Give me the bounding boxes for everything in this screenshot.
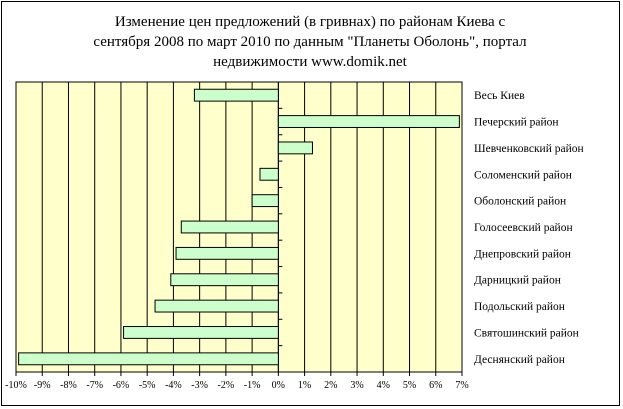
chart-title-line: недвижимости www.domik.net	[213, 54, 407, 70]
category-label: Печерский район	[474, 117, 559, 129]
bar	[170, 273, 279, 287]
x-tick-label: -2%	[218, 380, 235, 391]
x-tick-label: 3%	[350, 380, 363, 391]
x-tick-label: 7%	[455, 380, 468, 391]
category-label: Соломенский район	[474, 169, 572, 181]
bar	[277, 115, 460, 128]
bar	[18, 352, 279, 366]
x-tick-label: -8%	[60, 380, 77, 391]
category-label: Святошинский район	[474, 327, 579, 339]
category-label: Шевченковский район	[474, 143, 584, 155]
bar	[123, 326, 279, 339]
bar	[154, 299, 279, 313]
x-tick-label: 5%	[403, 380, 416, 391]
category-label: Весь Киев	[474, 90, 525, 102]
x-tick-label: -5%	[139, 380, 156, 391]
x-tick-label: -7%	[86, 380, 103, 391]
category-label: Оболонский район	[474, 196, 566, 208]
bar	[277, 141, 313, 155]
bar	[175, 246, 279, 260]
x-tick-label: 1%	[298, 380, 311, 391]
category-label: Дарницкий район	[474, 275, 561, 287]
chart-title: Изменение цен предложений (в гривнах) по…	[40, 12, 580, 72]
category-label: Подольский район	[474, 301, 565, 313]
x-tick-label: 0%	[272, 380, 285, 391]
x-tick-label: -3%	[191, 380, 208, 391]
chart-title-line: Изменение цен предложений (в гривнах) по…	[114, 14, 506, 30]
x-tick-label: 6%	[429, 380, 442, 391]
chart-title-line: сентября 2008 по март 2010 по данным "Пл…	[93, 34, 527, 50]
category-label: Днепровский район	[474, 248, 571, 260]
category-label: Голосеевский район	[474, 222, 573, 234]
bar	[193, 88, 279, 102]
x-tick-label: 2%	[324, 380, 337, 391]
bar	[259, 167, 279, 181]
plot-border	[15, 81, 463, 373]
x-tick-label: -6%	[113, 380, 130, 391]
x-tick-label: -9%	[34, 380, 51, 391]
category-label: Деснянский район	[474, 354, 565, 366]
x-tick-label: 4%	[377, 380, 390, 391]
bar	[251, 194, 279, 208]
x-tick-label: -1%	[244, 380, 261, 391]
x-tick-label: -4%	[165, 380, 182, 391]
x-tick-label: -10%	[5, 380, 27, 391]
bar	[180, 220, 279, 234]
